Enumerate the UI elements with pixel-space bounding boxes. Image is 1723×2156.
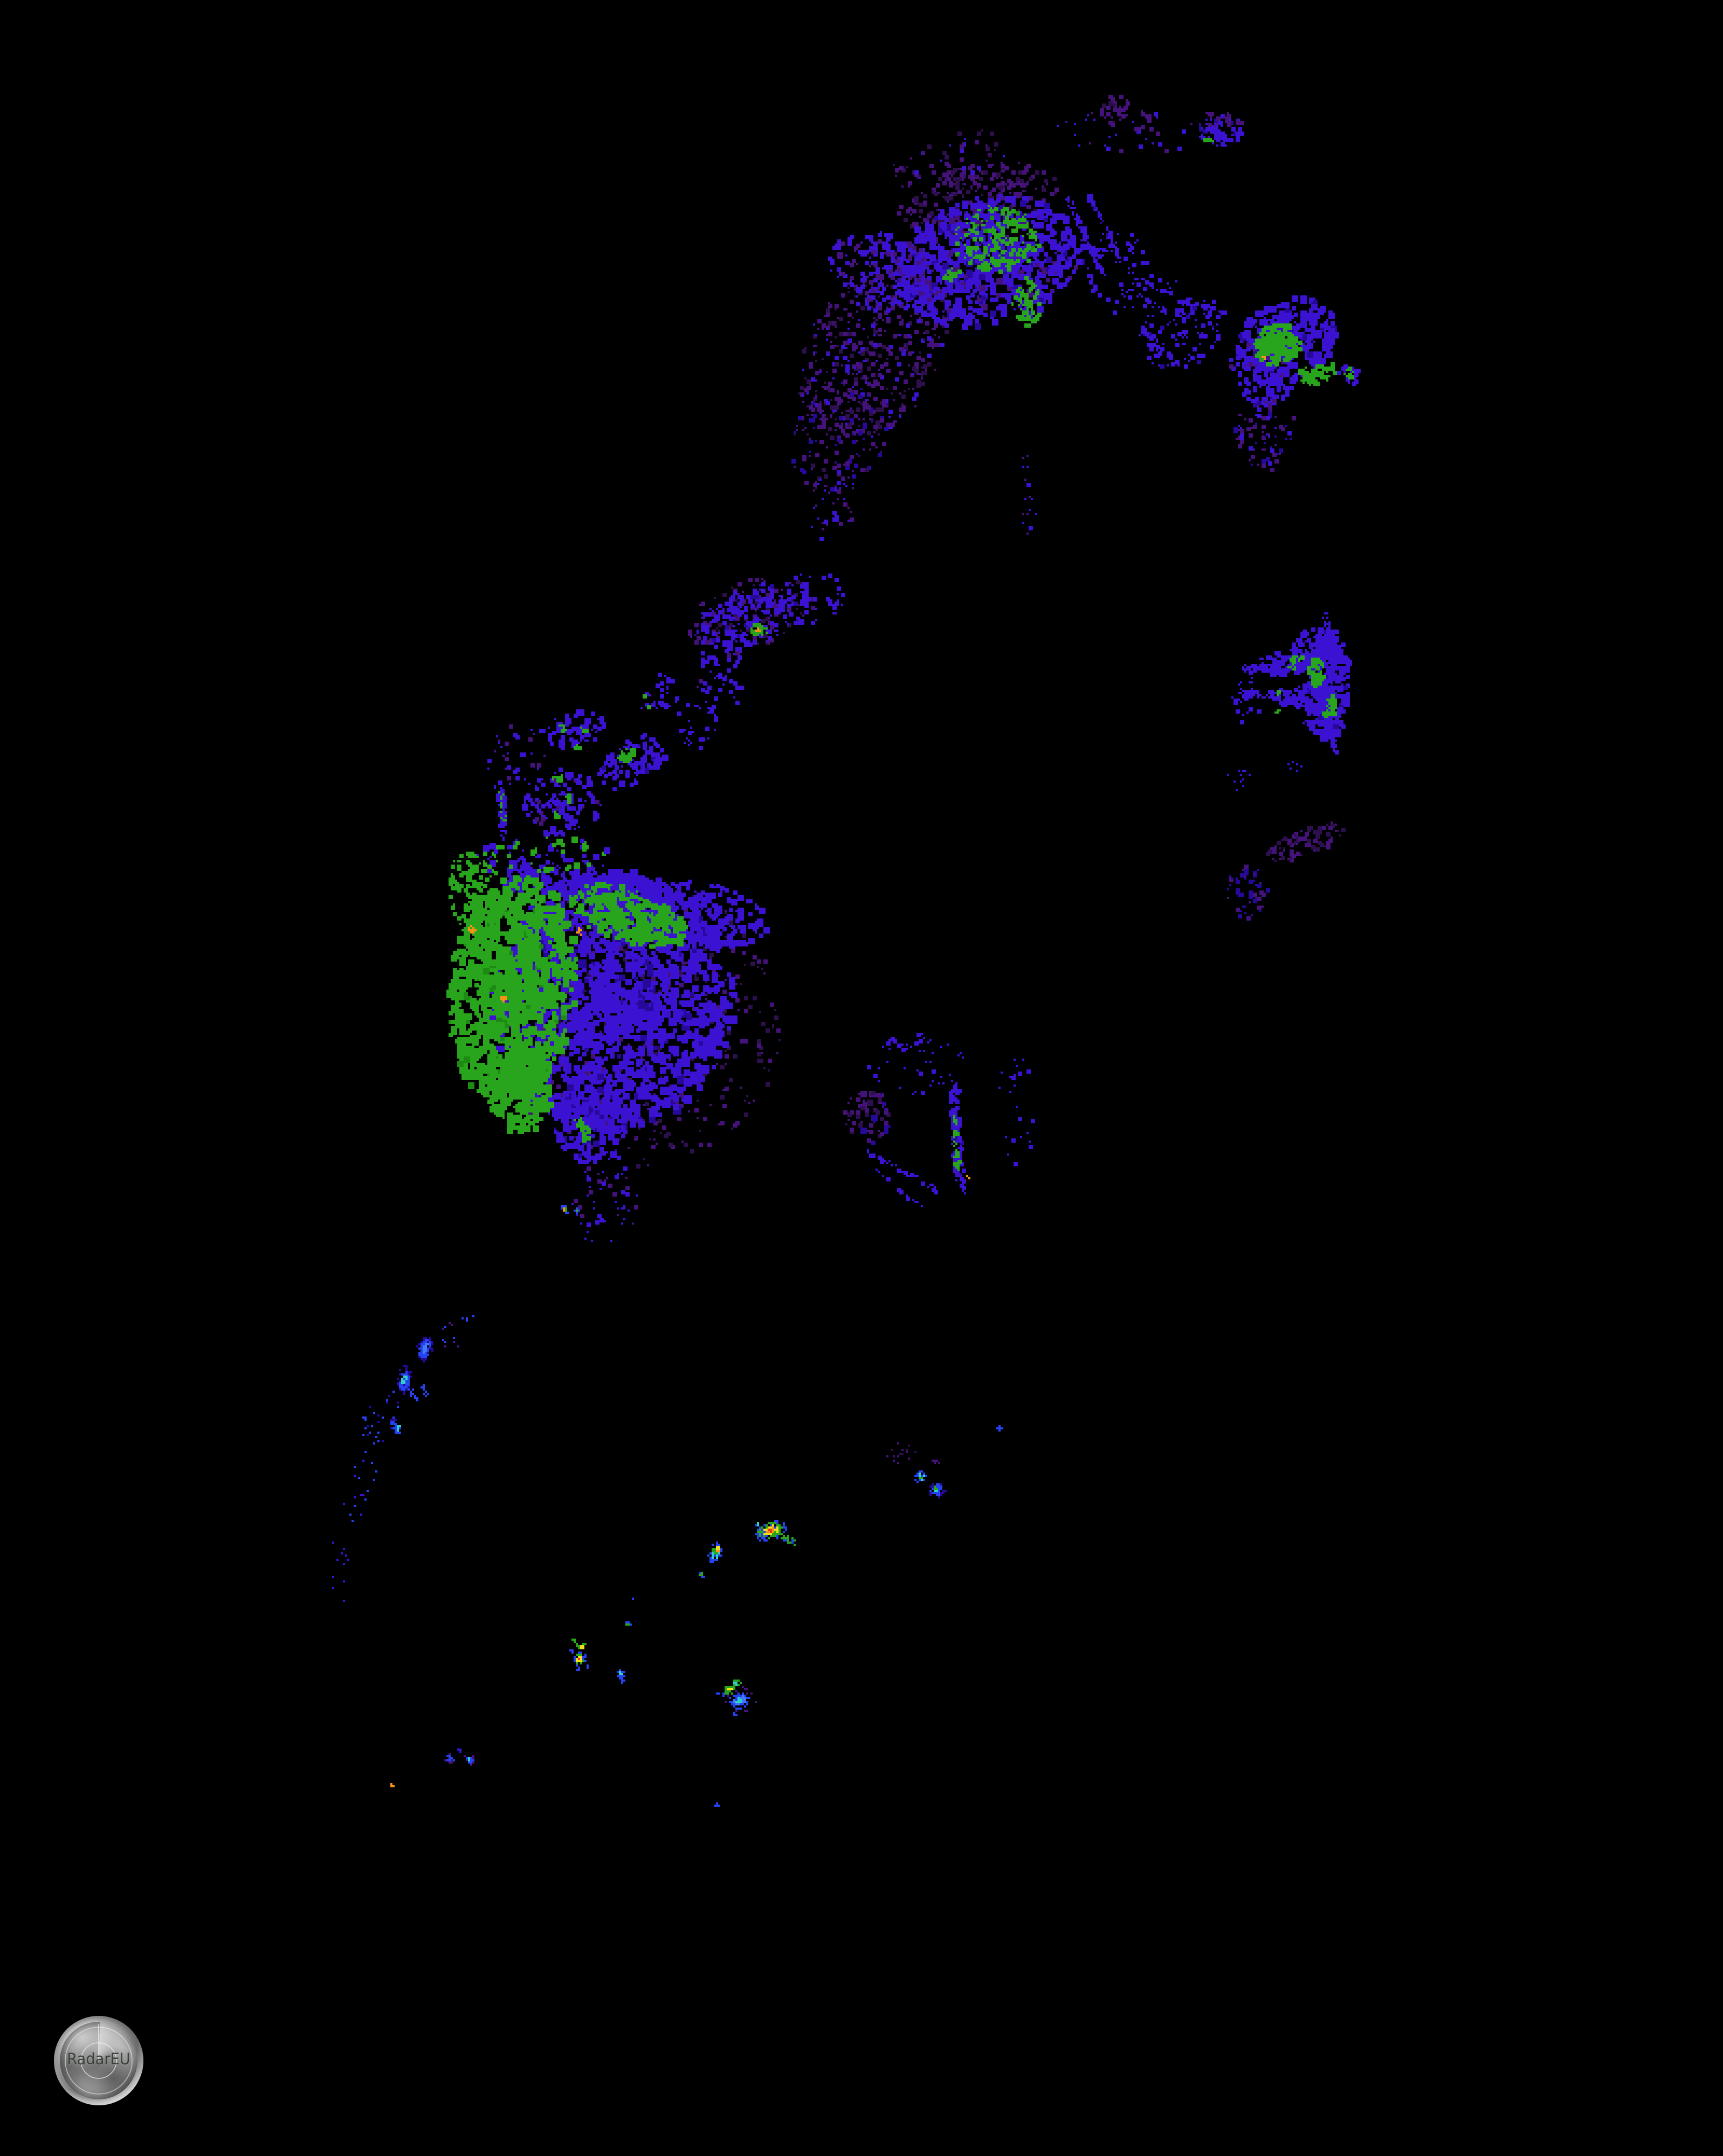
radar-rings-icon: [65, 2024, 133, 2095]
radareu-logo: RadarEU: [54, 2016, 143, 2105]
logo-globe: RadarEU: [60, 2022, 137, 2099]
logo-text: RadarEU: [67, 2049, 130, 2068]
radar-sweep-icon: [60, 2022, 137, 2099]
